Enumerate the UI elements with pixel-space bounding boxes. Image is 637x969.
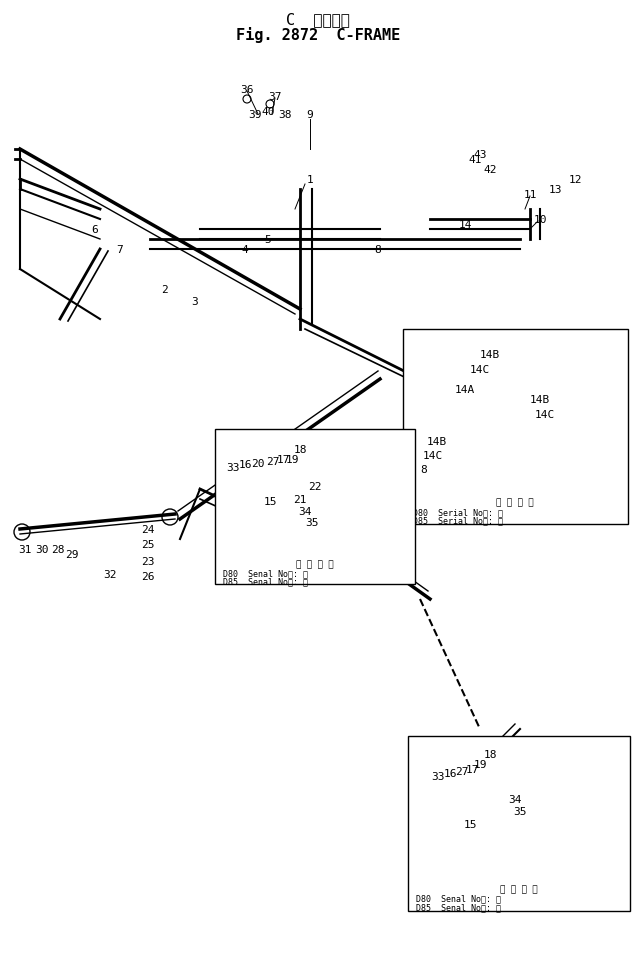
Text: 19: 19 xyxy=(289,505,302,515)
Text: 31: 31 xyxy=(18,545,32,554)
Text: 20: 20 xyxy=(248,507,262,516)
Text: 1: 1 xyxy=(306,174,313,185)
Text: 16: 16 xyxy=(236,512,250,521)
Text: D80  Senal No．: ～: D80 Senal No．: ～ xyxy=(223,569,308,578)
Text: 37: 37 xyxy=(268,92,282,102)
Text: 22: 22 xyxy=(308,482,322,491)
Text: 16: 16 xyxy=(443,768,457,778)
Text: 17: 17 xyxy=(261,515,274,524)
Text: D80  Senal No．: ～: D80 Senal No．: ～ xyxy=(416,893,501,902)
Text: 15: 15 xyxy=(278,570,292,579)
Text: D80  Serial No．: ～: D80 Serial No．: ～ xyxy=(413,508,503,517)
Text: 34: 34 xyxy=(508,795,522,804)
Text: 38: 38 xyxy=(278,109,292,120)
Text: 18: 18 xyxy=(483,749,497,760)
Text: 21: 21 xyxy=(293,494,307,505)
Text: 32: 32 xyxy=(103,570,117,579)
Text: 34: 34 xyxy=(308,535,322,545)
Text: 17: 17 xyxy=(276,454,290,464)
Text: D85  Serial No．: ～: D85 Serial No．: ～ xyxy=(413,516,503,525)
Text: Fig. 2872  C-FRAME: Fig. 2872 C-FRAME xyxy=(236,27,400,43)
Text: 30: 30 xyxy=(35,545,49,554)
Text: 18: 18 xyxy=(263,502,276,512)
Text: 3: 3 xyxy=(192,297,198,306)
Text: 42: 42 xyxy=(483,165,497,174)
Text: 40: 40 xyxy=(261,107,275,117)
Text: 39: 39 xyxy=(248,109,262,120)
Text: 29: 29 xyxy=(65,549,79,559)
Text: 17: 17 xyxy=(254,515,267,524)
Text: 14B: 14B xyxy=(480,350,500,359)
Bar xyxy=(403,329,628,524)
Text: 14B: 14B xyxy=(427,437,447,447)
Text: 9: 9 xyxy=(306,109,313,120)
Text: 2: 2 xyxy=(162,285,168,295)
Text: 36: 36 xyxy=(240,85,254,95)
Text: 13: 13 xyxy=(548,185,562,195)
Text: 適 用 号 機: 適 用 号 機 xyxy=(496,498,534,507)
Text: 適 用 号 機: 適 用 号 機 xyxy=(500,885,538,893)
Text: 35: 35 xyxy=(513,806,527,816)
Text: 15: 15 xyxy=(463,819,476,829)
Text: 35: 35 xyxy=(313,547,327,556)
Text: 19: 19 xyxy=(289,510,302,519)
Text: 33: 33 xyxy=(431,771,445,781)
Text: 16: 16 xyxy=(238,459,252,470)
Text: 14B: 14B xyxy=(530,394,550,405)
Text: 28: 28 xyxy=(51,545,65,554)
Text: 8: 8 xyxy=(375,245,382,255)
Text: 27: 27 xyxy=(258,499,272,510)
Bar xyxy=(215,429,415,584)
Text: 25: 25 xyxy=(141,540,155,549)
Text: 14C: 14C xyxy=(535,410,555,420)
Text: D85  Senal No．: ～: D85 Senal No．: ～ xyxy=(416,902,501,912)
Text: 8: 8 xyxy=(420,464,427,475)
Text: 18: 18 xyxy=(301,503,315,513)
Text: 18: 18 xyxy=(270,505,283,515)
Text: 26: 26 xyxy=(141,572,155,581)
Text: 16: 16 xyxy=(251,531,265,542)
Text: C  フレーム: C フレーム xyxy=(286,13,350,27)
Text: D85  Senal No．: ～: D85 Senal No．: ～ xyxy=(223,577,308,586)
Text: 35: 35 xyxy=(305,517,318,527)
Text: 34: 34 xyxy=(298,507,311,516)
Text: 33: 33 xyxy=(223,510,237,519)
Text: 14: 14 xyxy=(458,220,472,230)
Text: 10: 10 xyxy=(533,215,547,225)
Text: 19: 19 xyxy=(473,760,487,769)
Text: 22: 22 xyxy=(313,510,327,519)
Text: 27: 27 xyxy=(455,766,469,776)
Text: 20: 20 xyxy=(251,458,265,469)
Text: 33: 33 xyxy=(226,462,240,473)
Text: 41: 41 xyxy=(468,155,482,165)
Text: 18: 18 xyxy=(278,507,292,516)
Text: 14A: 14A xyxy=(455,385,475,394)
Text: 6: 6 xyxy=(92,225,98,234)
Text: 43: 43 xyxy=(473,150,487,160)
Text: 17: 17 xyxy=(465,765,479,774)
Text: 14C: 14C xyxy=(470,364,490,375)
Text: 27: 27 xyxy=(266,456,280,466)
Bar xyxy=(408,736,630,911)
Text: 11: 11 xyxy=(523,190,537,200)
Text: 21: 21 xyxy=(311,521,325,531)
Text: 5: 5 xyxy=(264,234,271,245)
Text: 適 用 号 機: 適 用 号 機 xyxy=(296,560,334,569)
Text: 23: 23 xyxy=(141,556,155,567)
Text: 4: 4 xyxy=(241,245,248,255)
Text: 15: 15 xyxy=(263,496,276,507)
Text: 19: 19 xyxy=(285,454,299,464)
Text: 24: 24 xyxy=(141,524,155,535)
Text: 7: 7 xyxy=(117,245,124,255)
Text: 12: 12 xyxy=(568,174,582,185)
Text: 18: 18 xyxy=(293,445,307,454)
Text: 14C: 14C xyxy=(423,451,443,460)
